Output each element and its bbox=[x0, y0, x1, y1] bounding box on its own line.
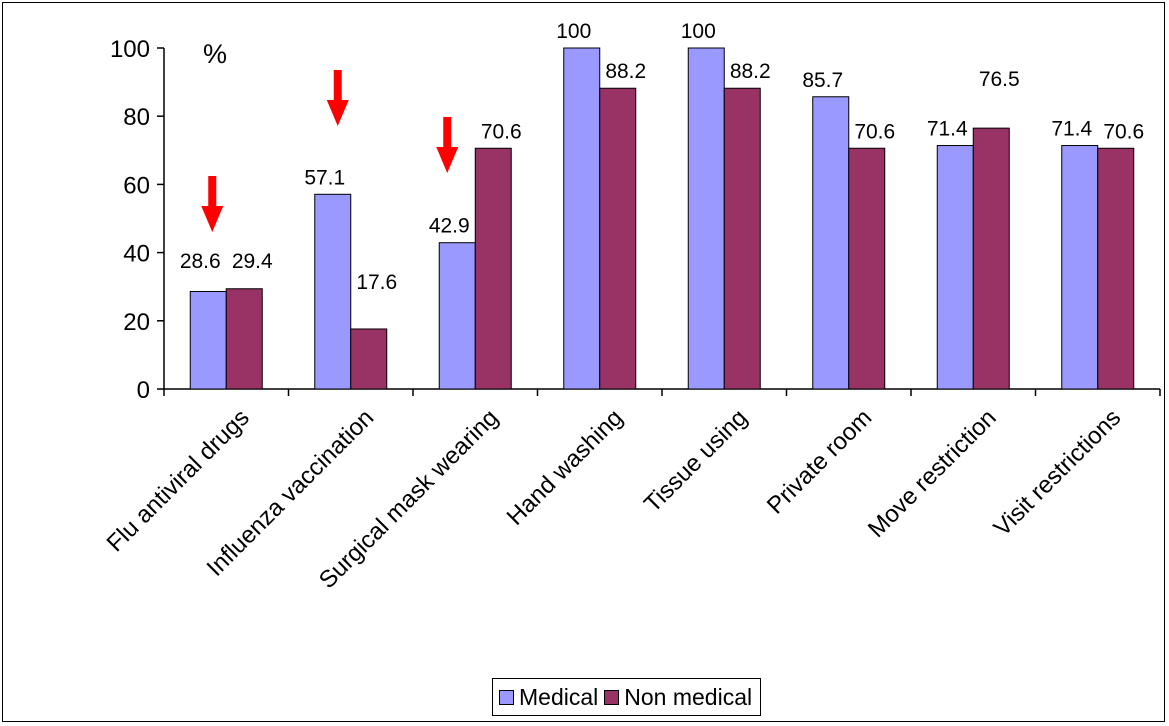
data-label: 88.2 bbox=[605, 60, 646, 83]
data-label: 42.9 bbox=[429, 215, 470, 238]
bars bbox=[189, 47, 1135, 390]
y-tick-label: 40 bbox=[123, 241, 150, 268]
legend: Medical Non medical bbox=[492, 678, 762, 716]
data-label: 28.6 bbox=[180, 250, 221, 273]
bar-medical bbox=[189, 290, 227, 390]
data-label: 70.6 bbox=[854, 120, 895, 143]
y-tick-label: 60 bbox=[123, 172, 150, 199]
bar-non-medical bbox=[474, 147, 512, 390]
bar-non-medical bbox=[848, 147, 886, 390]
data-label: 100 bbox=[681, 20, 716, 43]
bar-non-medical bbox=[350, 328, 388, 390]
bar-medical bbox=[687, 47, 725, 390]
red-arrow-down-icon bbox=[326, 70, 349, 126]
data-label: 71.4 bbox=[1051, 118, 1092, 141]
bar-medical bbox=[936, 145, 974, 390]
bar-non-medical bbox=[1097, 147, 1135, 390]
bar-medical bbox=[438, 242, 476, 390]
bar-non-medical bbox=[599, 87, 637, 390]
data-label: 57.1 bbox=[304, 166, 345, 189]
bar-medical bbox=[563, 47, 601, 390]
x-tick-label: Private room bbox=[762, 404, 877, 519]
data-label: 85.7 bbox=[802, 69, 843, 92]
x-tick-label: Move restriction bbox=[863, 404, 1002, 543]
data-label: 70.6 bbox=[481, 120, 522, 143]
y-tick-label: 0 bbox=[137, 377, 150, 404]
x-tick-label: Hand washing bbox=[502, 404, 629, 531]
bar-non-medical bbox=[225, 288, 263, 390]
legend-item-non-medical: Non medical bbox=[604, 684, 752, 711]
x-tick-label: Tissue using bbox=[639, 404, 753, 518]
y-tick-label: 100 bbox=[110, 36, 150, 63]
legend-swatch-non-medical bbox=[604, 689, 620, 705]
x-tick-label: Visit restrictions bbox=[989, 404, 1127, 542]
legend-item-medical: Medical bbox=[499, 684, 598, 711]
data-label: 88.2 bbox=[730, 60, 771, 83]
red-arrow-down-icon bbox=[201, 176, 224, 232]
data-labels: 28.6 29.4 57.1 17.6 42.9 70.6 100 88.2 100 88.2 85… bbox=[180, 20, 1144, 294]
data-label: 17.6 bbox=[356, 271, 397, 294]
data-label: 100 bbox=[556, 20, 591, 43]
legend-label-non-medical: Non medical bbox=[624, 683, 753, 710]
data-label: 70.6 bbox=[1103, 120, 1144, 143]
y-tick-label: 80 bbox=[123, 104, 150, 131]
data-label: 76.5 bbox=[979, 68, 1020, 91]
legend-label-medical: Medical bbox=[519, 683, 599, 710]
bar-medical bbox=[812, 96, 850, 390]
unit-label: % bbox=[203, 39, 227, 69]
bar-medical bbox=[1061, 145, 1099, 390]
red-arrow-down-icon bbox=[436, 117, 459, 173]
bar-non-medical bbox=[972, 127, 1010, 390]
bar-non-medical bbox=[723, 87, 761, 390]
legend-swatch-medical bbox=[499, 689, 514, 705]
y-tick-label: 20 bbox=[123, 309, 150, 336]
data-label: 29.4 bbox=[232, 250, 273, 273]
bar-medical bbox=[314, 193, 352, 390]
annotation-arrows bbox=[201, 70, 459, 232]
data-label: 71.4 bbox=[927, 118, 968, 141]
